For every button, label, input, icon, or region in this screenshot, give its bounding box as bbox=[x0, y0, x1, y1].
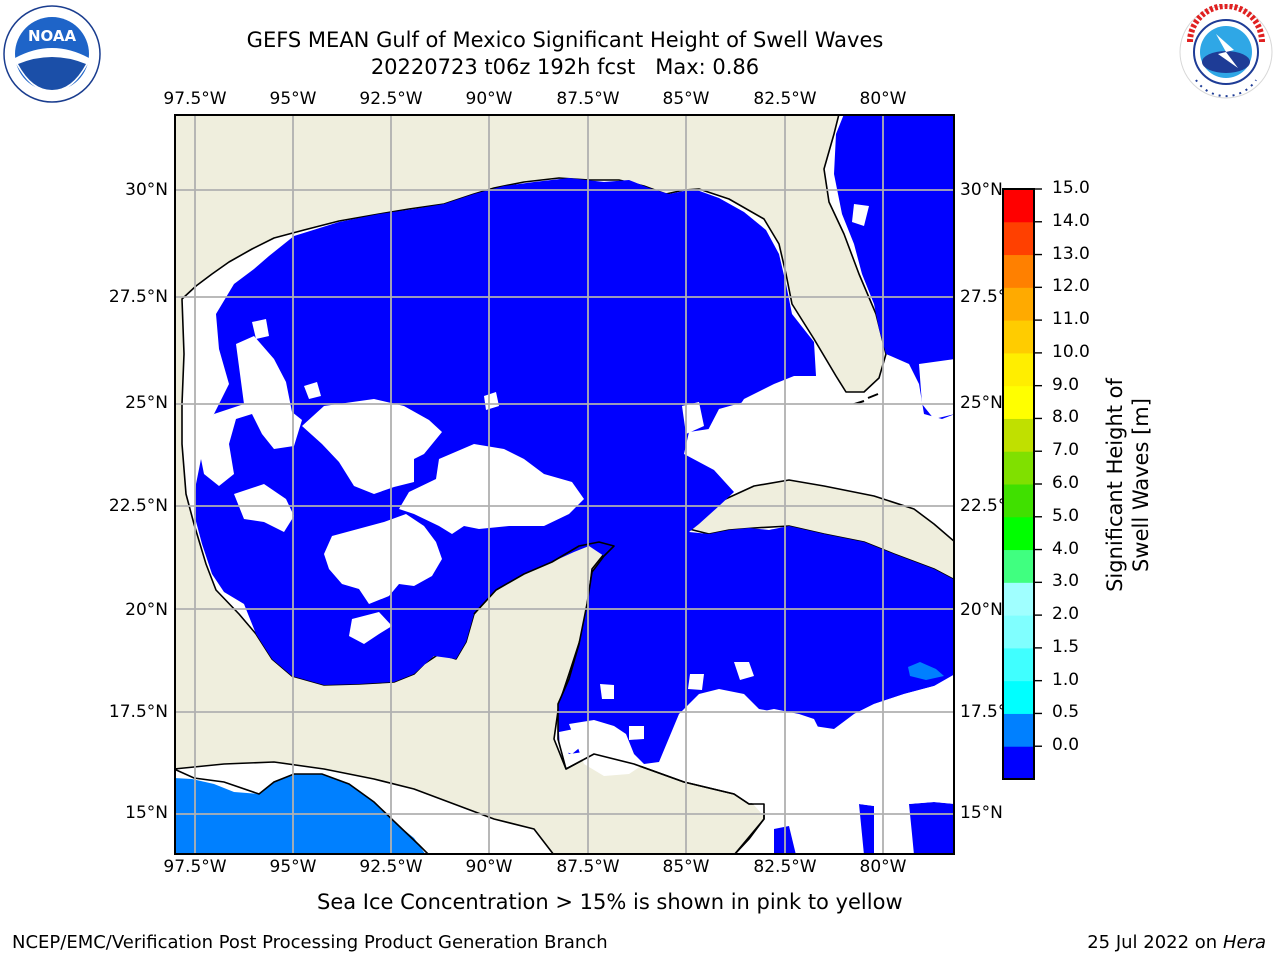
lon-label-bottom: 97.5°W bbox=[163, 857, 227, 877]
lat-label-left: 17.5°N bbox=[108, 702, 168, 722]
colorbar-tick-label: 8.0 bbox=[1052, 407, 1080, 428]
colorbar-tick-label: 1.5 bbox=[1052, 636, 1080, 657]
lon-label-top: 82.5°W bbox=[753, 89, 817, 109]
colorbar-cell bbox=[1003, 615, 1034, 649]
lon-label-bottom: 87.5°W bbox=[556, 857, 620, 877]
chart-title: GEFS MEAN Gulf of Mexico Significant Hei… bbox=[246, 28, 884, 52]
lon-label-bottom: 80°W bbox=[859, 857, 907, 877]
colorbar-cell bbox=[1003, 385, 1034, 419]
nws-logo bbox=[1176, 3, 1276, 100]
lon-label-bottom: 82.5°W bbox=[753, 857, 817, 877]
colorbar-cell bbox=[1003, 516, 1034, 551]
lon-label-bottom: 95°W bbox=[269, 857, 317, 877]
lat-label-left: 27.5°N bbox=[108, 287, 168, 307]
colorbar-tick-label: 3.0 bbox=[1052, 571, 1080, 592]
lon-label-top: 95°W bbox=[269, 89, 317, 109]
colorbar-cell bbox=[1003, 451, 1034, 485]
lat-label-right: 20°N bbox=[960, 600, 1003, 620]
colorbar-cell bbox=[1003, 647, 1034, 682]
colorbar bbox=[1002, 188, 1042, 780]
colorbar-cell bbox=[1003, 320, 1034, 354]
lat-label-right: 15°N bbox=[960, 803, 1003, 823]
cuba-land bbox=[688, 479, 955, 581]
colorbar-label: Significant Height of Swell Waves [m] bbox=[1103, 378, 1153, 592]
lon-label-top: 85°W bbox=[662, 89, 710, 109]
colorbar-cell bbox=[1003, 221, 1034, 256]
lon-label-top: 80°W bbox=[859, 89, 907, 109]
colorbar-tick-label: 12.0 bbox=[1052, 276, 1090, 297]
lon-label-bottom: 85°W bbox=[662, 857, 710, 877]
colorbar-cell bbox=[1003, 746, 1034, 780]
colorbar-tick-label: 11.0 bbox=[1052, 309, 1090, 330]
lat-label-left: 22.5°N bbox=[108, 496, 168, 516]
colorbar-tick-label: 15.0 bbox=[1052, 178, 1090, 198]
colorbar-tick-label: 0.0 bbox=[1052, 735, 1080, 756]
colorbar-tick-label: 10.0 bbox=[1052, 341, 1090, 362]
lat-label-right: 30°N bbox=[960, 180, 1003, 200]
colorbar-cell bbox=[1003, 549, 1034, 583]
colorbar-cell bbox=[1003, 352, 1034, 387]
colorbar-tick-label: 7.0 bbox=[1052, 440, 1080, 461]
colorbar-cell bbox=[1003, 484, 1034, 518]
lat-label-left: 30°N bbox=[125, 180, 168, 200]
colorbar-cell bbox=[1003, 680, 1034, 714]
lon-label-top: 90°W bbox=[465, 89, 513, 109]
colorbar-tick-label: 5.0 bbox=[1052, 505, 1080, 526]
lat-label-left: 20°N bbox=[125, 600, 168, 620]
lon-label-top: 97.5°W bbox=[163, 89, 227, 109]
lat-label-right: 25°N bbox=[960, 393, 1003, 413]
sea-ice-caption: Sea Ice Concentration > 15% is shown in … bbox=[317, 890, 903, 914]
footer-date-text: 25 Jul 2022 on bbox=[1087, 932, 1223, 953]
colorbar-tick-label: 1.0 bbox=[1052, 669, 1080, 690]
swell-field-caribbean bbox=[859, 804, 874, 855]
swell-field-low bbox=[194, 178, 955, 764]
colorbar-tick-label: 2.0 bbox=[1052, 604, 1080, 625]
lon-label-top: 87.5°W bbox=[556, 89, 620, 109]
noaa-logo-text: NOAA bbox=[28, 27, 77, 45]
colorbar-tick-label: 9.0 bbox=[1052, 374, 1080, 395]
footer-credit: NCEP/EMC/Verification Post Processing Pr… bbox=[12, 932, 608, 953]
lat-label-left: 15°N bbox=[125, 803, 168, 823]
colorbar-tick-label: 0.5 bbox=[1052, 702, 1080, 723]
footer-date: 25 Jul 2022 on Hera bbox=[1087, 932, 1266, 953]
colorbar-cell bbox=[1003, 713, 1034, 747]
lon-label-bottom: 92.5°W bbox=[359, 857, 423, 877]
colorbar-cell bbox=[1003, 582, 1034, 616]
colorbar-tick-label: 14.0 bbox=[1052, 210, 1090, 231]
chart-subtitle: 20220723 t06z 192h fcst Max: 0.86 bbox=[370, 55, 760, 79]
swell-field-mid bbox=[908, 662, 944, 680]
noaa-logo: NOAA bbox=[2, 4, 102, 104]
lat-label-left: 25°N bbox=[125, 393, 168, 413]
colorbar-cell bbox=[1003, 287, 1034, 321]
map-plot bbox=[174, 114, 955, 855]
lon-label-bottom: 90°W bbox=[465, 857, 513, 877]
colorbar-tick-label: 13.0 bbox=[1052, 243, 1090, 264]
map-grid bbox=[174, 114, 955, 855]
colorbar-cell bbox=[1003, 418, 1034, 452]
colorbar-cell bbox=[1003, 254, 1034, 288]
map-frame bbox=[174, 114, 955, 855]
colorbar-tick-label: 4.0 bbox=[1052, 538, 1080, 559]
lon-label-top: 92.5°W bbox=[359, 89, 423, 109]
colorbar-tick-label: 6.0 bbox=[1052, 473, 1080, 493]
footer-host: Hera bbox=[1222, 932, 1266, 953]
colorbar-cell bbox=[1003, 189, 1034, 223]
swell-field-gaps bbox=[199, 319, 955, 814]
